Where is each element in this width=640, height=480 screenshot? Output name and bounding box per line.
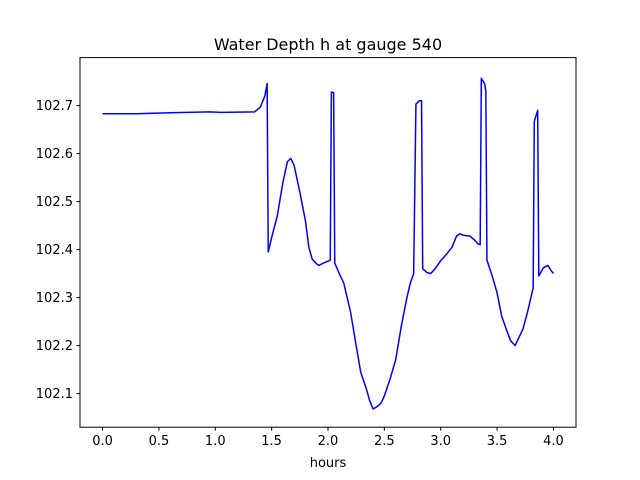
plot-frame: [79, 57, 577, 428]
plot-area: [80, 57, 576, 428]
x-tick-label: 3.0: [430, 434, 451, 449]
y-tick-label: 102.5: [36, 195, 73, 210]
y-tick-label: 102.4: [36, 243, 73, 258]
x-axis-label: hours: [310, 456, 347, 471]
x-tick-label: 4.0: [543, 434, 564, 449]
axis-ticks: 0.0 0.5 1.0 1.5 2.0 2.5 3.0 3.5 4.0 102.1 102.2 102…: [36, 99, 564, 449]
y-tick-label: 102.2: [36, 339, 73, 354]
x-tick-label: 0.0: [92, 434, 113, 449]
x-tick-label: 1.5: [261, 434, 282, 449]
y-tick-label: 102.1: [36, 387, 73, 402]
y-tick-label: 102.6: [36, 147, 73, 162]
x-tick-label: 0.5: [149, 434, 170, 449]
series-layer: [102, 77, 555, 410]
y-tick-label: 102.7: [36, 99, 73, 114]
chart-title: Water Depth h at gauge 540: [214, 35, 442, 54]
x-tick-label: 1.0: [205, 434, 226, 449]
series-line-0: [102, 77, 555, 410]
x-tick-label: 2.0: [318, 434, 339, 449]
x-tick-label: 2.5: [374, 434, 395, 449]
x-tick-label: 3.5: [487, 434, 508, 449]
y-tick-label: 102.3: [36, 291, 73, 306]
